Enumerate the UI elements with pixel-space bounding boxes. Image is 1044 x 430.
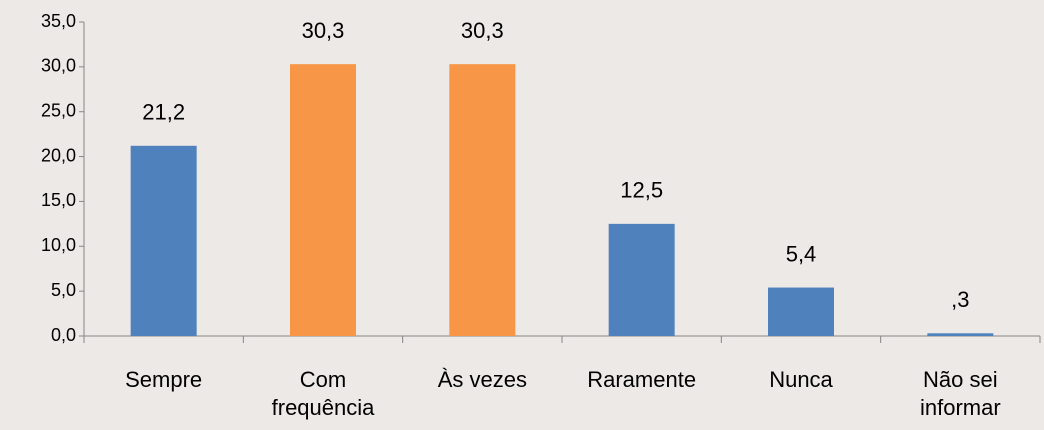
data-label: ,3 xyxy=(951,287,969,312)
y-tick-label: 35,0 xyxy=(41,11,76,31)
x-tick-label: Com frequência xyxy=(271,367,375,420)
x-tick-label: Raramente xyxy=(587,367,697,392)
bar xyxy=(130,145,197,336)
y-tick-label: 5,0 xyxy=(51,280,76,300)
y-tick-label: 0,0 xyxy=(51,325,76,345)
x-tick-label: Às vezes xyxy=(437,367,527,392)
bar xyxy=(608,223,675,336)
data-label: 21,2 xyxy=(142,100,185,125)
data-label: 30,3 xyxy=(461,18,504,43)
bar xyxy=(768,287,834,336)
x-tick-label: Nunca xyxy=(769,367,833,392)
y-tick-label: 25,0 xyxy=(41,100,76,120)
bar xyxy=(449,64,516,336)
x-tick-label: Sempre xyxy=(125,367,203,392)
y-tick-label: 20,0 xyxy=(41,145,76,165)
x-tick-label: Não sei informar xyxy=(919,367,1001,420)
y-tick-label: 30,0 xyxy=(41,56,76,76)
data-label: 30,3 xyxy=(302,18,345,43)
data-label: 5,4 xyxy=(786,241,817,266)
bar xyxy=(290,64,356,336)
data-label: 12,5 xyxy=(620,178,663,203)
y-tick-label: 15,0 xyxy=(41,190,76,210)
y-tick-label: 10,0 xyxy=(41,235,76,255)
bar xyxy=(927,333,994,336)
